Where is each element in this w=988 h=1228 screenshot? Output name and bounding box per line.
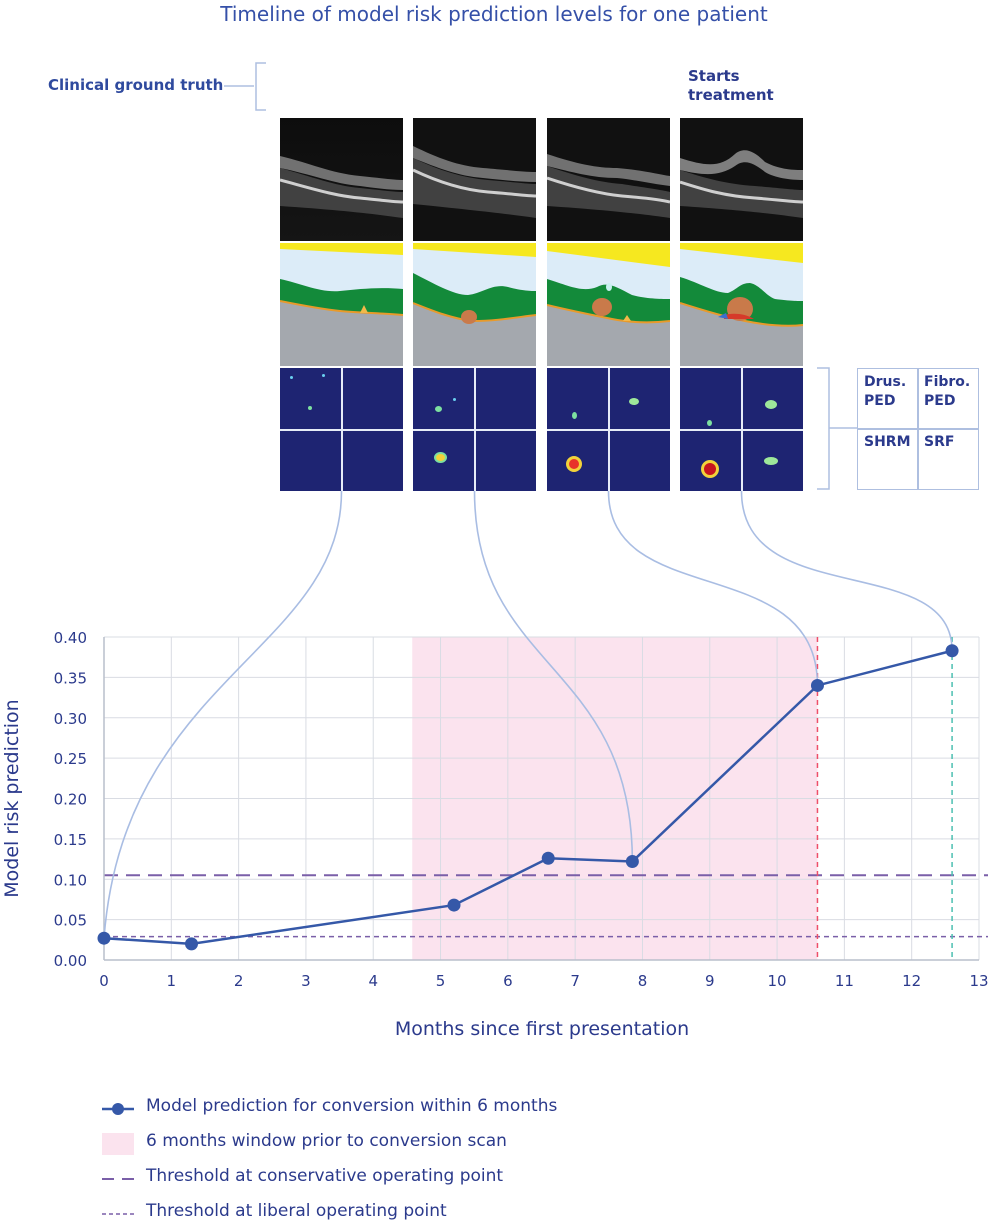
x-tick-label-2: 2 xyxy=(234,972,244,990)
x-tick-label-7: 7 xyxy=(570,972,580,990)
segmentation-map-2 xyxy=(413,243,536,366)
legend-item-model-prediction: Model prediction for conversion within 6… xyxy=(100,1093,700,1123)
key-cell-2-line1: Fibro. xyxy=(924,374,971,390)
y-tick-label-4: 0.20 xyxy=(54,791,87,809)
x-tick-label-1: 1 xyxy=(167,972,177,990)
y-tick-label-1: 0.05 xyxy=(54,912,87,930)
key-cell-srf: SRF xyxy=(918,429,978,489)
key-cell-1-line1: Drus. xyxy=(864,374,907,390)
legend-marker-long-dash-icon xyxy=(102,1178,134,1180)
x-tick-label-4: 4 xyxy=(368,972,378,990)
y-axis-label: Model risk prediction xyxy=(1,699,23,897)
heatmap-key-bracket xyxy=(817,367,857,490)
legend-swatch-window xyxy=(102,1133,134,1155)
ground-truth-box-2: Dry AMD xyxy=(413,62,536,112)
key-cell-fibrovascular-ped: Fibro. PED xyxy=(918,369,978,429)
oct-scan-4 xyxy=(680,118,803,241)
ground-truth-box-4-line2: treatment xyxy=(688,86,774,104)
scan-link-curve-1 xyxy=(103,490,343,939)
legend-label-model-prediction: Model prediction for conversion within 6… xyxy=(146,1096,558,1116)
y-tick-label-8: 0.40 xyxy=(54,629,87,647)
key-cell-3-line1: SHRM xyxy=(864,434,911,450)
key-cell-shrm: SHRM xyxy=(858,429,918,489)
ground-truth-box-3: Conversion to exAMD xyxy=(547,62,670,112)
legend-item-window: 6 months window prior to conversion scan xyxy=(100,1128,700,1158)
x-tick-label-8: 8 xyxy=(638,972,648,990)
prediction-point-3 xyxy=(447,898,461,912)
ground-truth-label: Clinical ground truth xyxy=(48,76,224,94)
heatmap-4 xyxy=(680,368,803,491)
key-cell-drusenoid-ped: Drus. PED xyxy=(858,369,918,429)
legend-marker-line-dot-icon xyxy=(102,1103,134,1115)
y-tick-label-6: 0.30 xyxy=(54,710,87,728)
ground-truth-box-3-line2: to exAMD xyxy=(555,86,637,104)
ground-truth-box-4-line1: Starts xyxy=(688,67,740,85)
prediction-point-2 xyxy=(185,937,198,951)
prediction-point-6 xyxy=(810,678,824,692)
legend-item-liberal-threshold: Threshold at liberal operating point xyxy=(100,1198,700,1228)
heatmap-key: Drus. PED Fibro. PED SHRM SRF xyxy=(857,368,979,490)
prediction-point-5 xyxy=(625,854,639,868)
x-tick-label-5: 5 xyxy=(436,972,446,990)
legend-label-window: 6 months window prior to conversion scan xyxy=(146,1131,507,1151)
y-tick-label-7: 0.35 xyxy=(54,669,87,687)
prediction-point-1 xyxy=(97,931,111,945)
scan-link-curve-3 xyxy=(607,490,819,686)
x-tick-label-0: 0 xyxy=(99,972,109,990)
ground-truth-box-4: Starts treatment xyxy=(680,62,803,112)
x-tick-label-10: 10 xyxy=(768,972,787,990)
legend-label-conservative-threshold: Threshold at conservative operating poin… xyxy=(146,1166,504,1186)
heatmap-3 xyxy=(547,368,670,491)
x-tick-label-13: 13 xyxy=(969,972,988,990)
heatmap-2 xyxy=(413,368,536,491)
segmentation-map-1 xyxy=(280,243,403,366)
y-tick-label-5: 0.25 xyxy=(54,750,87,768)
x-tick-label-6: 6 xyxy=(503,972,513,990)
legend-item-conservative-threshold: Threshold at conservative operating poin… xyxy=(100,1163,700,1193)
ground-truth-box-2-line1: Dry AMD xyxy=(421,67,495,85)
x-tick-label-3: 3 xyxy=(301,972,311,990)
ground-truth-bracket xyxy=(224,62,266,111)
ground-truth-box-3-line1: Conversion xyxy=(555,67,650,85)
risk-chart: 0 1 2 3 4 5 6 7 8 9 10 11 12 130.000.050.100.150.200.… xyxy=(1,490,988,1040)
key-cell-1-line2: PED xyxy=(864,393,896,409)
oct-scan-3 xyxy=(547,118,670,241)
x-axis-label: Months since first presentation xyxy=(395,1018,689,1040)
y-tick-label-2: 0.10 xyxy=(54,871,87,889)
chart-title: Timeline of model risk prediction levels… xyxy=(220,2,768,26)
key-cell-2-line2: PED xyxy=(924,393,956,409)
prediction-point-7 xyxy=(945,644,959,658)
legend-marker-short-dash-icon xyxy=(102,1213,134,1215)
ground-truth-box-1: Dry AMD xyxy=(280,62,403,112)
key-cell-4-line1: SRF xyxy=(924,434,955,450)
oct-scan-2 xyxy=(413,118,536,241)
scan-link-curve-4 xyxy=(740,490,953,651)
x-tick-label-11: 11 xyxy=(835,972,854,990)
prediction-point-4 xyxy=(541,851,555,865)
y-tick-label-0: 0.00 xyxy=(54,952,87,970)
y-tick-label-3: 0.15 xyxy=(54,831,87,849)
segmentation-map-3 xyxy=(547,243,670,366)
segmentation-map-4 xyxy=(680,243,803,366)
ground-truth-box-1-line1: Dry AMD xyxy=(288,67,362,85)
x-tick-label-9: 9 xyxy=(705,972,715,990)
heatmap-1 xyxy=(280,368,403,491)
legend-label-liberal-threshold: Threshold at liberal operating point xyxy=(146,1201,447,1221)
x-tick-label-12: 12 xyxy=(902,972,921,990)
scan-link-curve-2 xyxy=(473,490,634,862)
oct-scan-1 xyxy=(280,118,403,241)
